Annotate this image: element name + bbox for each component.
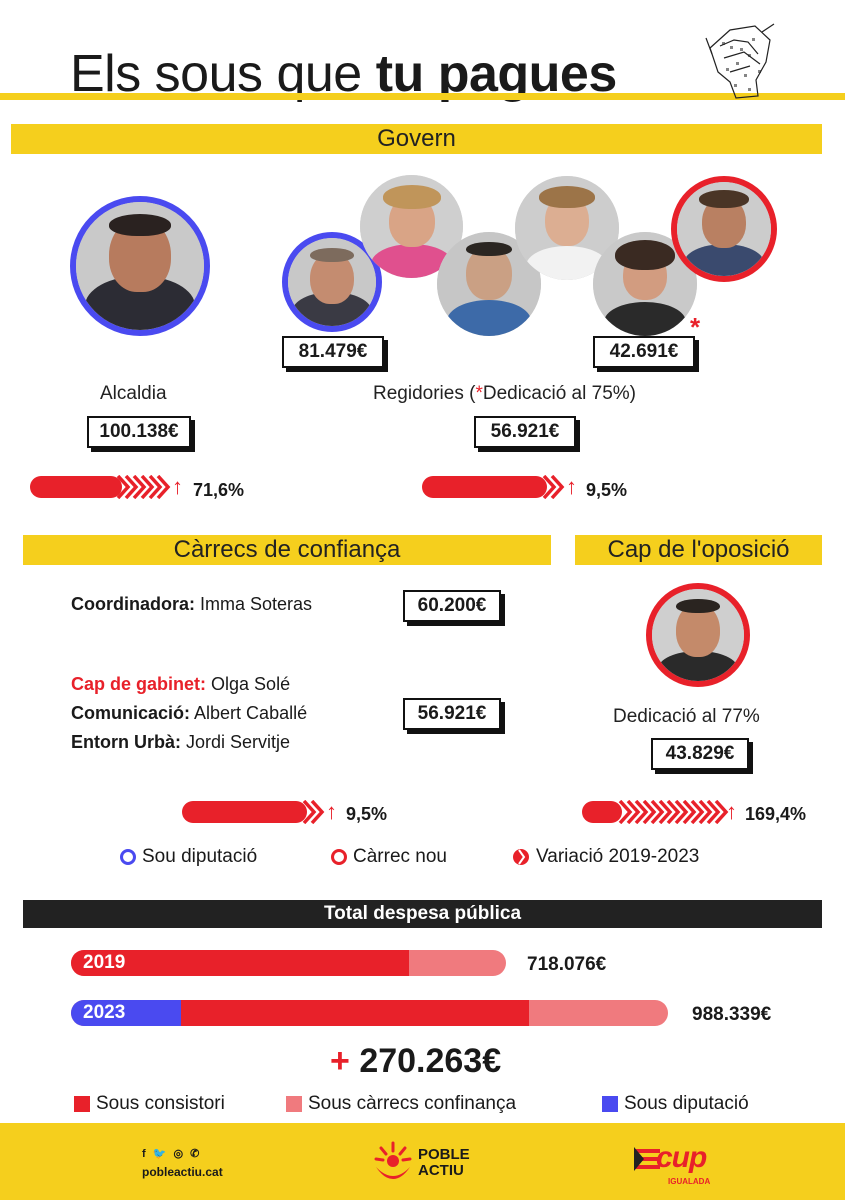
legend-sous-confianca: Sous càrrecs confinança — [286, 1093, 516, 1115]
alcaldia-variation-bar — [30, 475, 171, 499]
blue-ring-icon — [120, 849, 136, 865]
govern-heading: Govern — [11, 124, 822, 154]
oposicio-variation-bar — [582, 800, 729, 824]
poble-actiu-logo-icon — [374, 1141, 412, 1179]
oposicio-up-arrow: ↑ — [726, 799, 737, 824]
coordinadora-row: Coordinadora: Imma Soteras — [71, 594, 313, 614]
regidor-salary-42691: 42.691€ — [593, 336, 695, 368]
regidor-photo-6 — [671, 176, 777, 282]
coordinadora-salary: 60.200€ — [403, 590, 501, 622]
regidories-variation-bar — [422, 475, 565, 499]
bar-2023: 2023 — [71, 1000, 668, 1026]
legend-variacio: Variació 2019-2023 — [512, 846, 699, 868]
total-heading: Total despesa pública — [23, 900, 822, 928]
title-underline — [0, 93, 845, 100]
blue-square-icon — [602, 1096, 618, 1112]
pink-square-icon — [286, 1096, 302, 1112]
regidories-up-arrow: ↑ — [566, 474, 577, 499]
website-link[interactable]: pobleactiu.cat — [142, 1165, 223, 1179]
legend-sou-diputacio: Sou diputació — [120, 846, 257, 868]
alcaldia-salary: 100.138€ — [87, 416, 191, 448]
confianca-pct: 9,5% — [346, 804, 388, 824]
regidor-photo-4 — [515, 176, 619, 280]
regidor-photo-2 — [360, 175, 463, 278]
alcaldia-pct: 71,6% — [193, 480, 245, 500]
alcaldia-up-arrow: ↑ — [172, 474, 183, 499]
cup-flag-icon — [634, 1147, 660, 1171]
bar-2019: 2019 — [71, 950, 506, 976]
confianca-heading: Càrrecs de confiança — [23, 535, 551, 565]
alcaldia-photo — [70, 196, 210, 336]
oposicio-pct: 169,4% — [745, 804, 807, 824]
total-increase: + 270.263€ — [330, 1042, 502, 1080]
legend-sous-diputacio: Sous diputació — [602, 1093, 749, 1115]
regidories-pct: 9,5% — [586, 480, 628, 500]
comunicacio-row: Comunicació: Albert Caballé — [71, 703, 308, 723]
regidor-salary-81479: 81.479€ — [282, 336, 384, 368]
legend-carrec-nou: Càrrec nou — [331, 846, 447, 868]
value-2019: 718.076€ — [527, 954, 607, 975]
cup-wordmark: cup — [656, 1141, 707, 1174]
confianca-group-salary: 56.921€ — [403, 698, 501, 730]
red-square-icon — [74, 1096, 90, 1112]
oposicio-heading: Cap de l'oposició — [575, 535, 822, 565]
poble-actiu-wordmark: POBLE ACTIU — [418, 1146, 470, 1179]
alcaldia-label: Alcaldia — [100, 383, 167, 404]
regidories-salary: 56.921€ — [474, 416, 576, 448]
value-2023: 988.339€ — [692, 1004, 772, 1025]
oposicio-label: Dedicació al 77% — [613, 706, 760, 727]
social-icons[interactable]: f 🐦 ◎ ✆ — [142, 1148, 202, 1160]
sketch-illustration — [705, 23, 775, 99]
regidories-label: Regidories (*Dedicació al 75%) — [373, 383, 636, 404]
legend-sous-consistori: Sous consistori — [74, 1093, 225, 1115]
bar-2023-diputacio — [71, 1000, 181, 1026]
entorn-urba-row: Entorn Urbà: Jordi Servitje — [71, 732, 291, 752]
cap-gabinet-row: Cap de gabinet: Olga Solé — [71, 674, 291, 694]
confianca-up-arrow: ↑ — [326, 799, 337, 824]
regidor-photo-3 — [437, 232, 541, 336]
red-ring-icon — [331, 849, 347, 865]
bar-2023-consistori — [181, 1000, 529, 1026]
cup-subtitle: IGUALADA — [668, 1177, 711, 1186]
oposicio-salary: 43.829€ — [651, 738, 749, 770]
variation-icon — [513, 849, 529, 865]
footer: f 🐦 ◎ ✆ pobleactiu.cat POBLE ACTIU cup I… — [0, 1123, 845, 1200]
bar-2019-consistori — [71, 950, 409, 976]
cap-oposicio-photo — [646, 583, 750, 687]
confianca-variation-bar — [182, 800, 325, 824]
asterisk-mark: * — [690, 312, 701, 342]
